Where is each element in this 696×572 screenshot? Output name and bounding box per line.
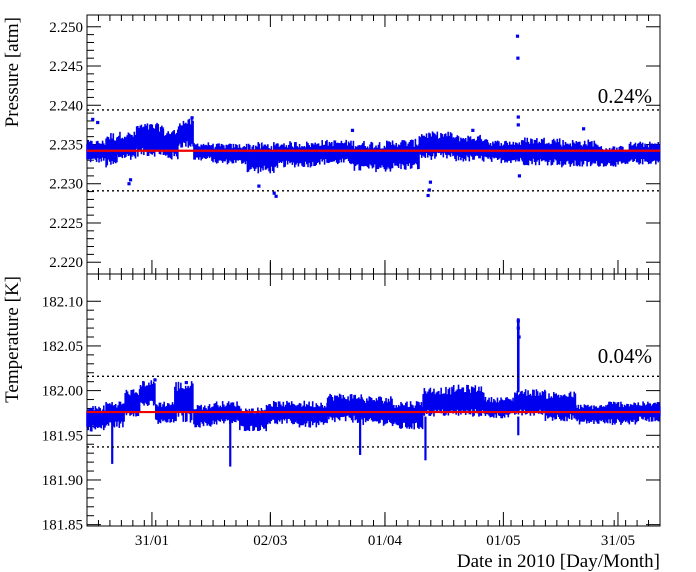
- data-series: [86, 318, 661, 467]
- data-point: [516, 123, 520, 127]
- y-tick-label: 182.05: [42, 339, 83, 355]
- temperature-panel: 181.85 181.90 181.95 182.00 182.05 182.10 31/0…: [2, 273, 661, 549]
- data-point: [350, 128, 355, 132]
- data-point: [274, 194, 278, 198]
- y-tick-label: 2.220: [49, 255, 83, 271]
- data-point: [127, 182, 131, 186]
- data-point: [517, 174, 522, 178]
- data-point: [516, 115, 520, 119]
- y-tick-label: 2.240: [49, 98, 83, 114]
- data-point: [272, 191, 276, 195]
- data-point: [426, 193, 430, 198]
- y-axis-label: Pressure [atm]: [2, 17, 23, 127]
- data-point: [516, 56, 520, 60]
- pressure-panel: 2.220 2.225 2.230 2.235 2.240 2.245 2.250 Press…: [2, 14, 661, 275]
- data-point: [517, 335, 521, 339]
- y-tick-label: 2.235: [49, 138, 83, 154]
- x-tick-label: 01/05: [486, 533, 520, 549]
- y-tick-label: 181.95: [42, 428, 83, 444]
- y-tick-label: 181.90: [42, 473, 83, 489]
- band-annotation: 0.24%: [598, 84, 652, 108]
- y-tick-label: 181.85: [42, 518, 83, 534]
- data-point: [516, 319, 520, 323]
- band-annotation: 0.04%: [598, 344, 652, 368]
- y-tick-label: 2.245: [49, 59, 83, 75]
- data-point: [257, 184, 261, 188]
- x-tick-label: 31/01: [135, 533, 169, 549]
- data-point: [515, 34, 520, 38]
- y-tick-label: 182.00: [42, 384, 83, 400]
- x-tick-label: 31/05: [601, 533, 635, 549]
- data-point: [153, 378, 157, 382]
- data-point: [91, 117, 95, 121]
- y-tick-label: 2.250: [49, 20, 83, 36]
- data-point: [427, 188, 431, 192]
- data-point: [184, 380, 188, 385]
- x-tick-label: 01/04: [368, 533, 403, 549]
- data-point: [428, 180, 433, 184]
- x-axis-label: Date in 2010 [Day/Month]: [457, 551, 660, 572]
- data-point: [516, 326, 520, 330]
- data-point: [96, 120, 100, 125]
- x-tick-label: 02/03: [253, 533, 287, 549]
- y-tick-label: 2.230: [49, 177, 83, 193]
- y-tick-label: 182.10: [42, 294, 83, 310]
- data-series: [86, 34, 661, 198]
- data-point: [582, 127, 586, 131]
- data-point: [190, 116, 194, 120]
- y-tick-label: 2.225: [49, 216, 83, 232]
- y-axis-label: Temperature [K]: [2, 276, 23, 403]
- data-point: [128, 178, 133, 182]
- data-point: [471, 128, 475, 132]
